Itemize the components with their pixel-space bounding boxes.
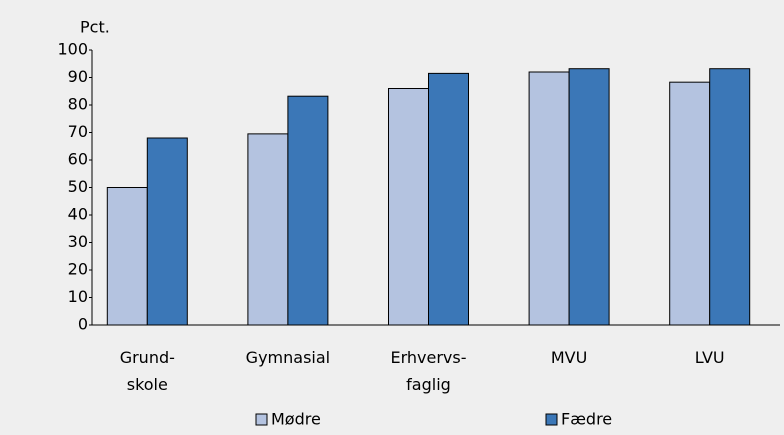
x-tick-label: Erhvervs-faglig	[390, 348, 466, 394]
y-tick-label: 10	[68, 287, 88, 306]
bar	[669, 81, 711, 326]
legend-swatch	[255, 413, 268, 426]
y-tick-label: 30	[68, 232, 88, 251]
y-tick-label: 90	[68, 67, 88, 86]
bar	[428, 72, 469, 326]
legend-label: Mødre	[271, 410, 321, 429]
bar	[247, 133, 289, 326]
y-tick-label: 100	[57, 40, 88, 59]
y-tick-label: 40	[68, 205, 88, 224]
bar	[106, 187, 148, 326]
y-tick-label: 50	[68, 177, 88, 196]
y-tick-label: 80	[68, 95, 88, 114]
legend-swatch	[545, 413, 558, 426]
y-tick-label: 70	[68, 122, 88, 141]
bar	[709, 68, 751, 326]
y-tick-label: 0	[78, 315, 88, 334]
y-tick-label: 20	[68, 260, 88, 279]
bar	[528, 71, 570, 326]
legend-label: Fædre	[561, 410, 612, 429]
x-tick-label: Grund-skole	[120, 348, 175, 394]
y-tick-label: 60	[68, 150, 88, 169]
bar	[287, 95, 329, 326]
x-tick-label: Gymnasial	[246, 348, 330, 367]
x-tick-label: LVU	[695, 348, 725, 367]
bar	[146, 137, 188, 326]
x-tick-label: MVU	[551, 348, 587, 367]
bar	[388, 88, 429, 326]
y-axis-label: Pct.	[80, 18, 110, 37]
bar	[568, 68, 610, 326]
